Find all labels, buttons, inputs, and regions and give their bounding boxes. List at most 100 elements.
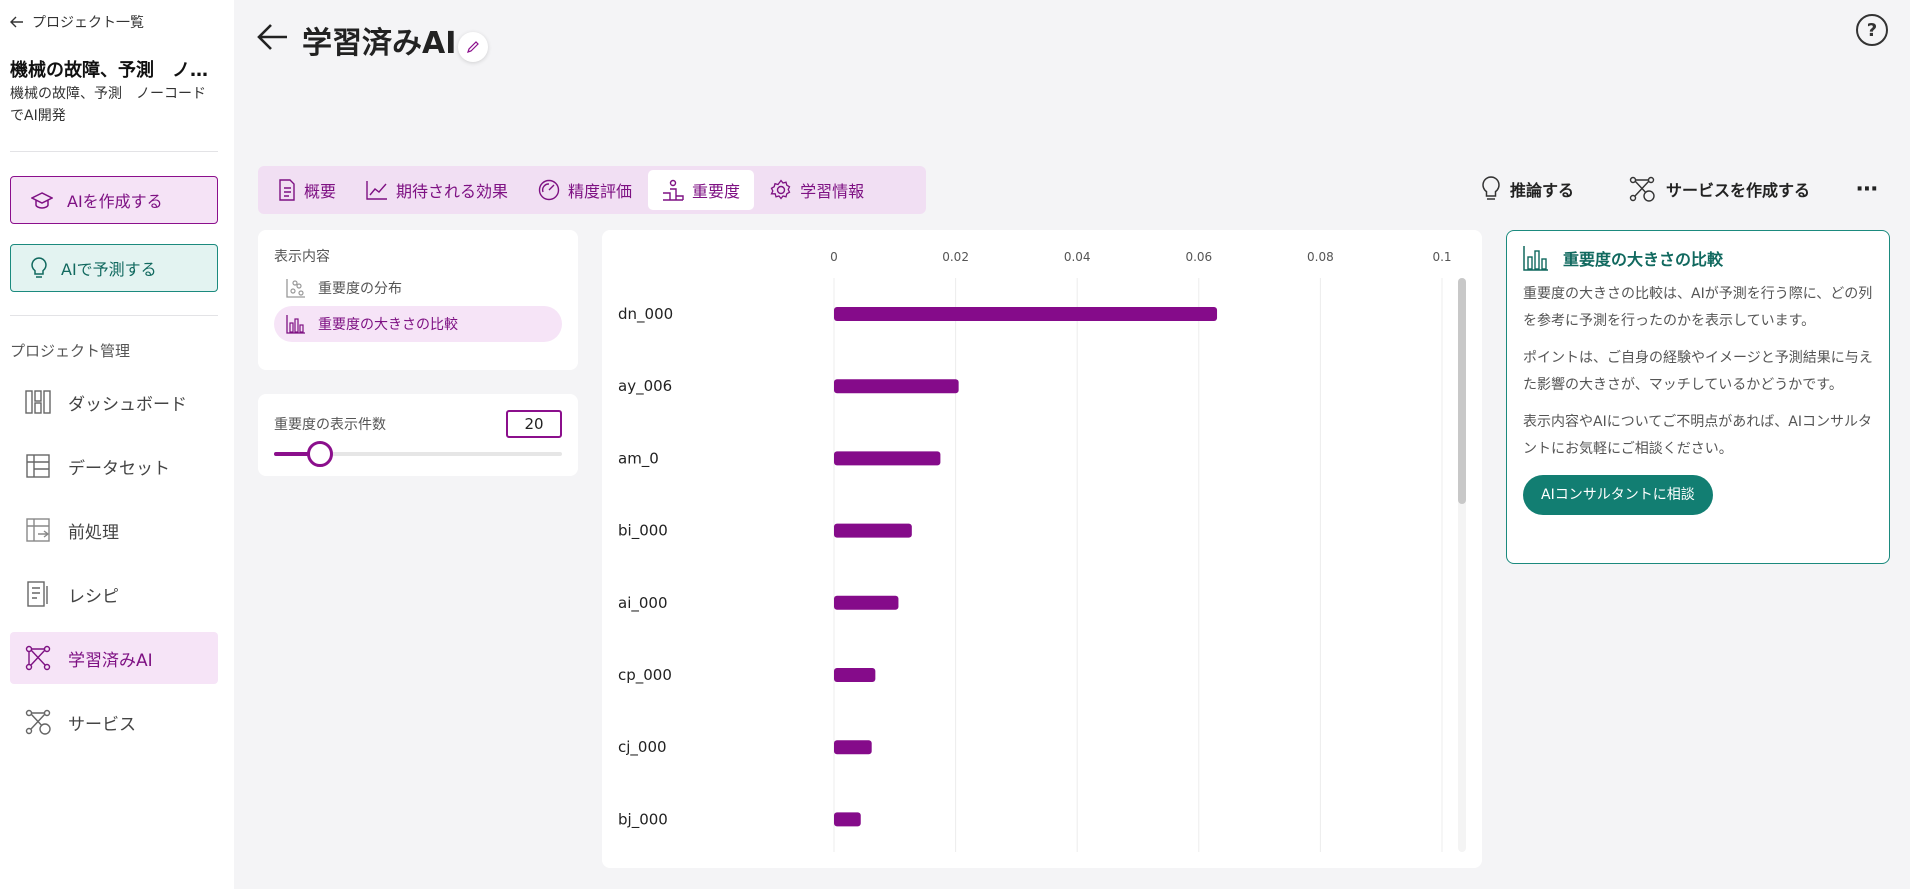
lightbulb-icon <box>1482 176 1500 202</box>
nav-item-service[interactable]: サービス <box>10 696 218 748</box>
question-icon: ? <box>1866 19 1878 41</box>
x-tick-label: 0.02 <box>942 250 969 264</box>
trend-icon <box>366 180 388 200</box>
lightbulb-icon <box>31 257 47 279</box>
gear-icon <box>770 179 792 201</box>
create-service-label: サービスを作成する <box>1666 181 1811 200</box>
category-label: ay_006 <box>618 377 672 396</box>
tab-label: 精度評価 <box>568 182 633 201</box>
bar <box>834 668 876 682</box>
nav-item-dashboard[interactable]: ダッシュボード <box>10 376 218 428</box>
bar <box>834 379 959 394</box>
infer-button[interactable]: 推論する <box>1482 172 1574 206</box>
bar <box>834 451 941 466</box>
gauge-icon <box>538 179 560 201</box>
predict-ai-label: AIで予測する <box>61 260 157 279</box>
document-icon <box>278 179 296 201</box>
tab-expected-effect[interactable]: 期待される効果 <box>352 170 522 210</box>
chart-scrollbar[interactable] <box>1458 278 1466 852</box>
create-ai-label: AIを作成する <box>67 192 163 211</box>
option-importance-distribution[interactable]: 重要度の分布 <box>274 270 562 306</box>
more-dots-icon: ⋯ <box>1856 176 1879 202</box>
info-title: 重要度の大きさの比較 <box>1563 250 1724 269</box>
project-description: 機械の故障、予測 ノーコードでAI開発 <box>10 86 206 124</box>
arrow-left-icon <box>256 20 290 54</box>
tab-label: 概要 <box>304 182 337 201</box>
x-tick-label: 0.06 <box>1185 250 1212 264</box>
distribution-icon <box>286 278 306 298</box>
category-label: dn_000 <box>618 305 673 324</box>
importance-chart-card: 0 0.02 0.04 0.06 0.08 0.1 dn_000 ay_006 am_0 bi_0… <box>602 230 1482 868</box>
nav-label: データセット <box>68 458 170 479</box>
category-label: ai_000 <box>618 594 668 613</box>
category-label: bi_000 <box>618 522 668 541</box>
preprocess-icon <box>24 516 52 544</box>
display-count-card: 重要度の表示件数 20 <box>258 394 578 476</box>
service-icon <box>1628 175 1656 203</box>
graduation-cap-icon <box>31 191 53 209</box>
scrollbar-thumb[interactable] <box>1458 278 1466 504</box>
tab-label: 重要度 <box>692 182 741 201</box>
recipe-icon <box>24 580 52 608</box>
more-menu-button[interactable]: ⋯ <box>1856 172 1879 206</box>
info-card: 重要度の大きさの比較 重要度の大きさの比較は、AIが予測を行う際に、どの列を参考… <box>1506 230 1890 564</box>
bar <box>834 595 899 610</box>
divider <box>10 151 218 152</box>
display-content-card: 表示内容 重要度の分布 重要度の大きさの比較 <box>258 230 578 370</box>
category-label: cj_000 <box>618 738 667 757</box>
create-ai-button[interactable]: AIを作成する <box>10 176 218 224</box>
sidebar: プロジェクト一覧 機械の故障、予測 ノーコードでAI開発 機械の故障、予測 ノー… <box>0 0 234 889</box>
info-header: 重要度の大きさの比較 <box>1523 245 1873 271</box>
tab-training-info[interactable]: 学習情報 <box>756 170 878 210</box>
back-to-projects-link[interactable]: プロジェクト一覧 <box>10 12 144 32</box>
divider <box>10 315 218 316</box>
pencil-icon <box>466 40 480 54</box>
page-title: 学習済みAI <box>302 26 457 61</box>
nav-label: 学習済みAI <box>68 650 153 671</box>
podium-icon <box>662 179 684 201</box>
display-count-label: 重要度の表示件数 <box>274 417 386 433</box>
nav-label: ダッシュボード <box>68 394 187 415</box>
bar <box>834 812 861 827</box>
bar-chart-icon <box>286 314 306 334</box>
nav-label: サービス <box>68 714 136 735</box>
option-label: 重要度の大きさの比較 <box>318 317 458 333</box>
category-label: am_0 <box>618 449 659 468</box>
nav-label: 前処理 <box>68 522 119 543</box>
display-count-slider[interactable] <box>274 441 562 467</box>
x-tick-label: 0.1 <box>1432 250 1451 264</box>
info-paragraph-1: 重要度の大きさの比較は、AIが予測を行う際に、どの列を参考に予測を行ったのかを表… <box>1523 286 1873 329</box>
tab-importance[interactable]: 重要度 <box>648 170 755 210</box>
display-content-label: 表示内容 <box>274 249 330 265</box>
tab-label: 期待される効果 <box>396 182 509 201</box>
bar-chart-icon <box>1523 245 1549 271</box>
info-paragraph-3: 表示内容やAIについてご不明点があれば、AIコンサルタントにお気軽にご相談くださ… <box>1523 414 1872 457</box>
ai-consultant-button[interactable]: AIコンサルタントに相談 <box>1523 475 1713 515</box>
bar <box>834 307 1218 321</box>
bar <box>834 740 872 755</box>
option-importance-comparison[interactable]: 重要度の大きさの比較 <box>274 306 562 342</box>
section-label: プロジェクト管理 <box>10 342 131 360</box>
project-title: 機械の故障、予測 ノーコードでAI開発 <box>10 60 220 81</box>
nav-item-recipe[interactable]: レシピ <box>10 568 218 620</box>
nav-item-trained-ai[interactable]: 学習済みAI <box>10 632 218 684</box>
edit-title-button[interactable] <box>458 32 488 62</box>
info-paragraph-2: ポイントは、ご自身の経験やイメージと予測結果に与えた影響の大きさが、マッチしてい… <box>1523 350 1873 393</box>
help-button[interactable]: ? <box>1856 14 1888 46</box>
nav-item-preprocess[interactable]: 前処理 <box>10 504 218 556</box>
tab-overview[interactable]: 概要 <box>264 170 350 210</box>
slider-fill <box>274 452 321 456</box>
infer-label: 推論する <box>1510 181 1575 200</box>
importance-bar-chart: 0 0.02 0.04 0.06 0.08 0.1 dn_000 ay_006 am_0 bi_0… <box>618 250 1452 852</box>
back-arrow-button[interactable] <box>256 20 290 54</box>
create-service-button[interactable]: サービスを作成する <box>1628 172 1810 206</box>
x-tick-label: 0 <box>830 250 838 264</box>
nav-item-dataset[interactable]: データセット <box>10 440 218 492</box>
predict-ai-button[interactable]: AIで予測する <box>10 244 218 292</box>
dataset-icon <box>24 452 52 480</box>
tab-accuracy[interactable]: 精度評価 <box>524 170 646 210</box>
category-label: cp_000 <box>618 666 672 685</box>
slider-thumb[interactable] <box>307 441 334 467</box>
display-count-input[interactable]: 20 <box>506 410 562 438</box>
arrow-left-icon <box>10 15 24 29</box>
